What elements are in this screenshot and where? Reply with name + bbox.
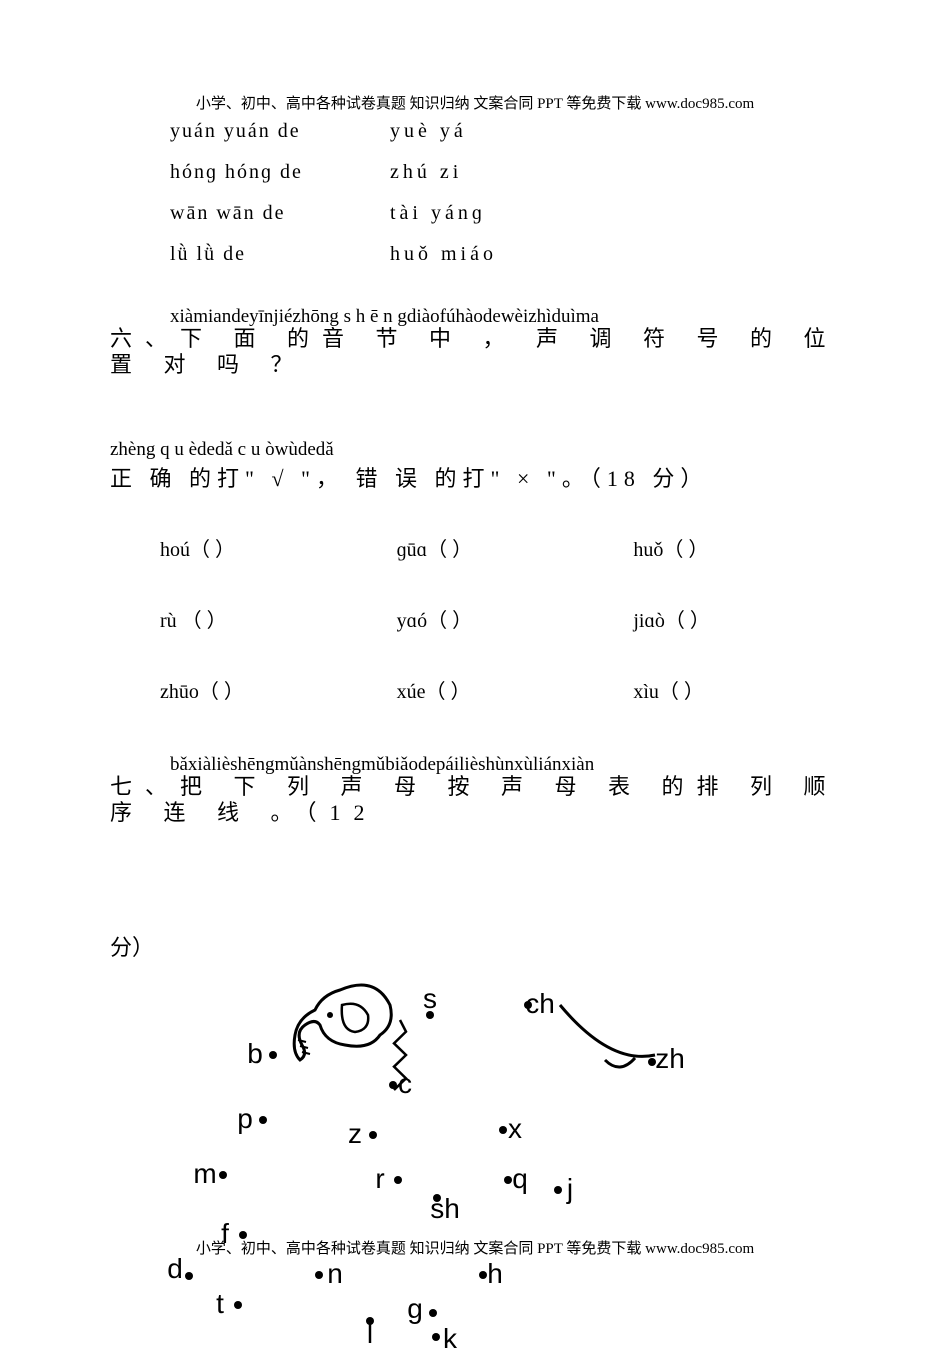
judge-item: ɡūɑ（ ） bbox=[397, 533, 634, 562]
consonant-letter: n bbox=[327, 1258, 343, 1289]
consonant-letter: k bbox=[443, 1323, 458, 1354]
letter-dot bbox=[315, 1271, 323, 1279]
letter-dot bbox=[432, 1333, 440, 1341]
letter-dot bbox=[554, 1186, 562, 1194]
judge-block: hoú（ ）ɡūɑ（ ）huǒ（ ） rù （ ）yɑó（ ）jiɑò（ ） zhū… bbox=[110, 533, 870, 704]
consonant-letter: p bbox=[237, 1103, 253, 1134]
pinyin-left: wān wān de bbox=[110, 202, 390, 225]
consonant-letter: g bbox=[407, 1293, 423, 1324]
section-7-han-text: 把 下 列 声 母 按 声 母 表 的排 列 顺 序 连 线 。 bbox=[110, 774, 839, 825]
consonant-letter: t bbox=[216, 1288, 224, 1319]
section-7-han: 七、把 下 列 声 母 按 声 母 表 的排 列 顺 序 连 线 。（12 bbox=[110, 774, 870, 827]
consonant-letter: h bbox=[487, 1258, 503, 1289]
judge-item: xìu（ ） bbox=[633, 675, 870, 704]
consonant-letter: r bbox=[375, 1163, 384, 1194]
page-footer: 小学、初中、高中各种试卷真题 知识归纳 文案合同 PPT 等免费下载 www.d… bbox=[0, 1237, 950, 1258]
pinyin-left: yuán yuán de bbox=[110, 120, 390, 143]
sub-instruction-han: 正 确 的打" √ "， 错 误 的打" × "。（18 分） bbox=[110, 461, 870, 493]
letter-dot bbox=[259, 1116, 267, 1124]
consonant-letter: x bbox=[508, 1113, 522, 1144]
judge-item: huǒ（ ） bbox=[633, 533, 870, 562]
content-area: yuán yuán deyuè yáhónɡ hónɡ dezhú ziwān … bbox=[110, 120, 870, 847]
pinyin-right: yuè yá bbox=[390, 120, 670, 143]
judge-item: zhūo（ ） bbox=[160, 675, 397, 704]
section-7-score: （12 bbox=[306, 800, 378, 825]
consonant-letter: c bbox=[398, 1068, 412, 1099]
consonant-letter: z bbox=[348, 1118, 362, 1149]
pinyin-right: zhú zi bbox=[390, 161, 670, 184]
letter-dot bbox=[234, 1301, 242, 1309]
consonant-letter: j bbox=[566, 1173, 573, 1204]
section-7-num: 七、 bbox=[110, 774, 180, 799]
consonant-letter: s bbox=[423, 983, 437, 1014]
letter-dot bbox=[504, 1176, 512, 1184]
letter-dot bbox=[394, 1176, 402, 1184]
pinyin-row: lǜ lǜ dehuǒ miáo bbox=[110, 243, 870, 266]
page-header: 小学、初中、高中各种试卷真题 知识归纳 文案合同 PPT 等免费下载 www.d… bbox=[0, 92, 950, 113]
consonant-letter: ch bbox=[525, 988, 555, 1019]
letter-dot bbox=[185, 1272, 193, 1280]
judge-item: hoú（ ） bbox=[160, 533, 397, 562]
judge-item: yɑó（ ） bbox=[397, 604, 634, 633]
consonant-letter: zh bbox=[655, 1043, 685, 1074]
pinyin-left: hónɡ hónɡ de bbox=[110, 161, 390, 184]
consonant-diagram: schzhbcpzxmrqjshfdnhtglk bbox=[100, 940, 720, 1360]
section-7-title: bǎxiàlièshēngmǔànshēngmǔbiǎodepáilièshùn… bbox=[110, 754, 870, 827]
judge-item: jiɑò（ ） bbox=[633, 604, 870, 633]
section-6-ruby: xiàmiandeyīnjiézhōng s h ē n gdiàofúhàod… bbox=[110, 306, 870, 328]
judge-row: zhūo（ ）xúe（ ）xìu（ ） bbox=[110, 675, 870, 704]
letter-dot bbox=[479, 1271, 487, 1279]
letter-dot bbox=[389, 1081, 397, 1089]
section-6-han: 六、下 面 的音 节 中 ， 声 调 符 号 的 位 置 对 吗 ？ bbox=[110, 326, 870, 379]
judge-item: xúe（ ） bbox=[397, 675, 634, 704]
letter-dot bbox=[369, 1131, 377, 1139]
pinyin-right: huǒ miáo bbox=[390, 243, 670, 266]
section-6-han-text: 下 面 的音 节 中 ， 声 调 符 号 的 位 置 对 吗 ？ bbox=[110, 326, 839, 377]
pinyin-right: tài yánɡ bbox=[390, 202, 670, 225]
consonant-letter: l bbox=[367, 1318, 373, 1349]
section-7-ruby: bǎxiàlièshēngmǔànshēngmǔbiǎodepáilièshùn… bbox=[110, 754, 870, 776]
letter-dot bbox=[429, 1309, 437, 1317]
section-6-title: xiàmiandeyīnjiézhōng s h ē n gdiàofúhàod… bbox=[110, 306, 870, 379]
diagram-svg: schzhbcpzxmrqjshfdnhtglk bbox=[100, 940, 720, 1360]
consonant-letter: b bbox=[247, 1038, 263, 1069]
sub-instruction: zhèng q u èdedǎ c u òwùdedǎ 正 确 的打" √ "，… bbox=[110, 439, 870, 493]
judge-row: hoú（ ）ɡūɑ（ ）huǒ（ ） bbox=[110, 533, 870, 562]
letter-dot bbox=[269, 1051, 277, 1059]
letter-dot bbox=[499, 1126, 507, 1134]
section-6-num: 六、 bbox=[110, 326, 180, 351]
consonant-letter: q bbox=[512, 1163, 528, 1194]
pinyin-row: yuán yuán deyuè yá bbox=[110, 120, 870, 143]
pinyin-row: hónɡ hónɡ dezhú zi bbox=[110, 161, 870, 184]
judge-row: rù （ ）yɑó（ ）jiɑò（ ） bbox=[110, 604, 870, 633]
pinyin-block: yuán yuán deyuè yáhónɡ hónɡ dezhú ziwān … bbox=[110, 120, 870, 266]
sub-instruction-ruby: zhèng q u èdedǎ c u òwùdedǎ bbox=[110, 439, 870, 461]
letter-dot bbox=[219, 1171, 227, 1179]
consonant-letter: sh bbox=[430, 1193, 460, 1224]
consonant-letter: m bbox=[193, 1158, 216, 1189]
pinyin-left: lǜ lǜ de bbox=[110, 243, 390, 266]
curve-ch-zh bbox=[560, 1005, 655, 1056]
pinyin-row: wān wān detài yánɡ bbox=[110, 202, 870, 225]
judge-item: rù （ ） bbox=[160, 604, 397, 633]
elephant-icon bbox=[294, 985, 391, 1060]
